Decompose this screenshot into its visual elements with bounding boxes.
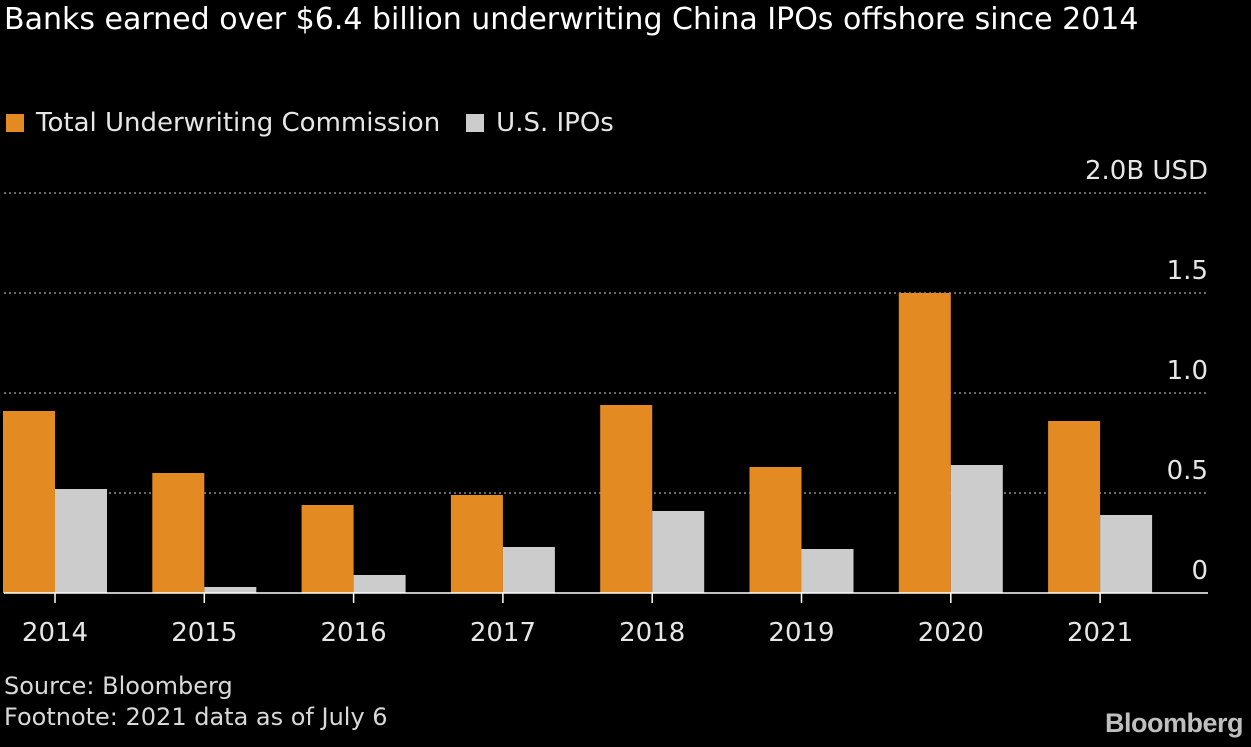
bar-total-commission [749, 467, 802, 593]
x-tick-label: 2019 [768, 618, 834, 648]
bar-us-ipos [950, 465, 1003, 593]
legend-item-total-commission: Total Underwriting Commission [6, 108, 440, 138]
legend-swatch-us-ipos [466, 114, 485, 132]
bar-us-ipos [502, 547, 555, 593]
bar-total-commission [450, 495, 503, 593]
x-tick-label: 2018 [619, 618, 685, 648]
x-tick-label: 2015 [171, 618, 237, 648]
legend-label-total-commission: Total Underwriting Commission [36, 108, 441, 138]
source-note: Source: Bloomberg [4, 672, 233, 700]
x-tick-label: 2021 [1067, 618, 1133, 648]
bar-total-commission [1048, 421, 1101, 593]
chart-footer: Source: Bloomberg Footnote: 2021 data as… [4, 671, 388, 733]
y-tick-label: 1.0 [1167, 356, 1208, 386]
footnote: Footnote: 2021 data as of July 6 [4, 703, 388, 731]
bar-us-ipos [1100, 515, 1153, 593]
legend-swatch-total-commission [6, 114, 24, 132]
bloomberg-logo: Bloomberg [1104, 708, 1244, 738]
y-tick-label: 1.5 [1167, 256, 1208, 286]
legend-item-us-ipos: U.S. IPOs [466, 108, 614, 138]
bar-total-commission [152, 473, 205, 593]
x-tick-label: 2016 [321, 618, 387, 648]
bar-us-ipos [353, 575, 406, 593]
legend-label-us-ipos: U.S. IPOs [496, 108, 614, 138]
x-tick-label: 2014 [22, 618, 88, 648]
x-tick-label: 2020 [918, 618, 984, 648]
bar-us-ipos [801, 549, 854, 593]
bar-total-commission [898, 293, 951, 593]
y-tick-label: 0 [1191, 556, 1208, 586]
bar-total-commission [3, 411, 55, 593]
bar-total-commission [600, 405, 653, 593]
bar-us-ipos [55, 489, 107, 593]
y-tick-label: 0.5 [1167, 456, 1208, 486]
y-tick-label: 2.0B USD [1085, 156, 1208, 186]
page-title: Banks earned over $6.4 billion underwrit… [4, 2, 1139, 37]
bar-total-commission [301, 505, 354, 593]
bar-us-ipos [652, 511, 705, 593]
x-tick-label: 2017 [470, 618, 536, 648]
bar-us-ipos [204, 587, 257, 593]
bar-chart: 0 0.5 1.0 1.5 2.0B USD 2014 2015 2016 2017 2018 20… [3, 156, 1208, 648]
chart-legend: Total Underwriting Commission U.S. IPOs [6, 106, 640, 140]
